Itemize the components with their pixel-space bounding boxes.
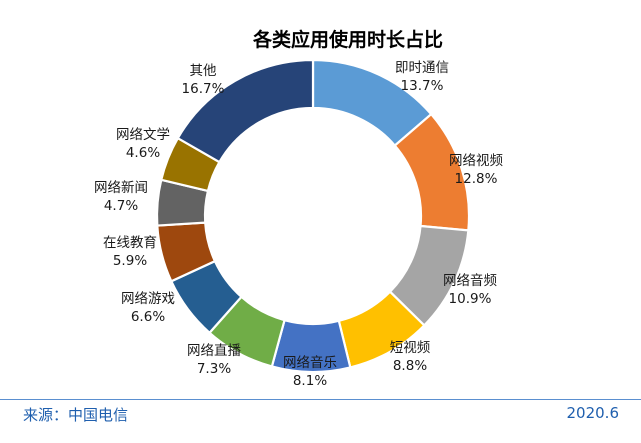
donut-slice-11 <box>176 58 315 164</box>
slice-value-label: 16.7% <box>182 81 225 97</box>
slice-category-label: 即时通信 <box>395 60 449 76</box>
footer-date: 2020.6 <box>566 404 620 422</box>
donut-chart: 各类应用使用时长占比 即时通信 13.7% 网络视频 12.8% 网络音频 10.9% 短视… <box>94 28 503 389</box>
slice-value-label: 4.7% <box>104 198 138 214</box>
slice-category-label: 其他 <box>190 63 217 79</box>
footer-source: 来源：中国电信 <box>23 406 129 424</box>
slice-value-label: 4.6% <box>126 145 160 161</box>
slice-category-label: 网络视频 <box>449 153 503 169</box>
slice-category-label: 网络文学 <box>116 127 170 143</box>
slice-category-label: 短视频 <box>390 340 431 356</box>
labels-group: 即时通信 13.7% 网络视频 12.8% 网络音频 10.9% 短视频 8.8% 网络音乐 8.… <box>94 60 503 389</box>
footer-divider <box>0 399 641 400</box>
slice-value-label: 8.8% <box>393 358 427 374</box>
chart-title: 各类应用使用时长占比 <box>252 28 443 51</box>
slice-value-label: 5.9% <box>113 253 147 269</box>
slice-value-label: 6.6% <box>131 309 165 325</box>
slice-value-label: 13.7% <box>401 78 444 94</box>
slice-value-label: 10.9% <box>449 291 492 307</box>
slices-group <box>155 58 471 374</box>
slice-value-label: 8.1% <box>293 373 327 389</box>
slice-value-label: 7.3% <box>197 361 231 377</box>
slice-category-label: 网络新闻 <box>94 180 148 196</box>
slice-category-label: 在线教育 <box>103 235 157 251</box>
slice-category-label: 网络音乐 <box>283 354 337 371</box>
slice-category-label: 网络音频 <box>443 272 497 289</box>
slice-category-label: 网络游戏 <box>121 291 175 307</box>
slice-category-label: 网络直播 <box>187 343 241 359</box>
slice-value-label: 12.8% <box>455 171 498 187</box>
